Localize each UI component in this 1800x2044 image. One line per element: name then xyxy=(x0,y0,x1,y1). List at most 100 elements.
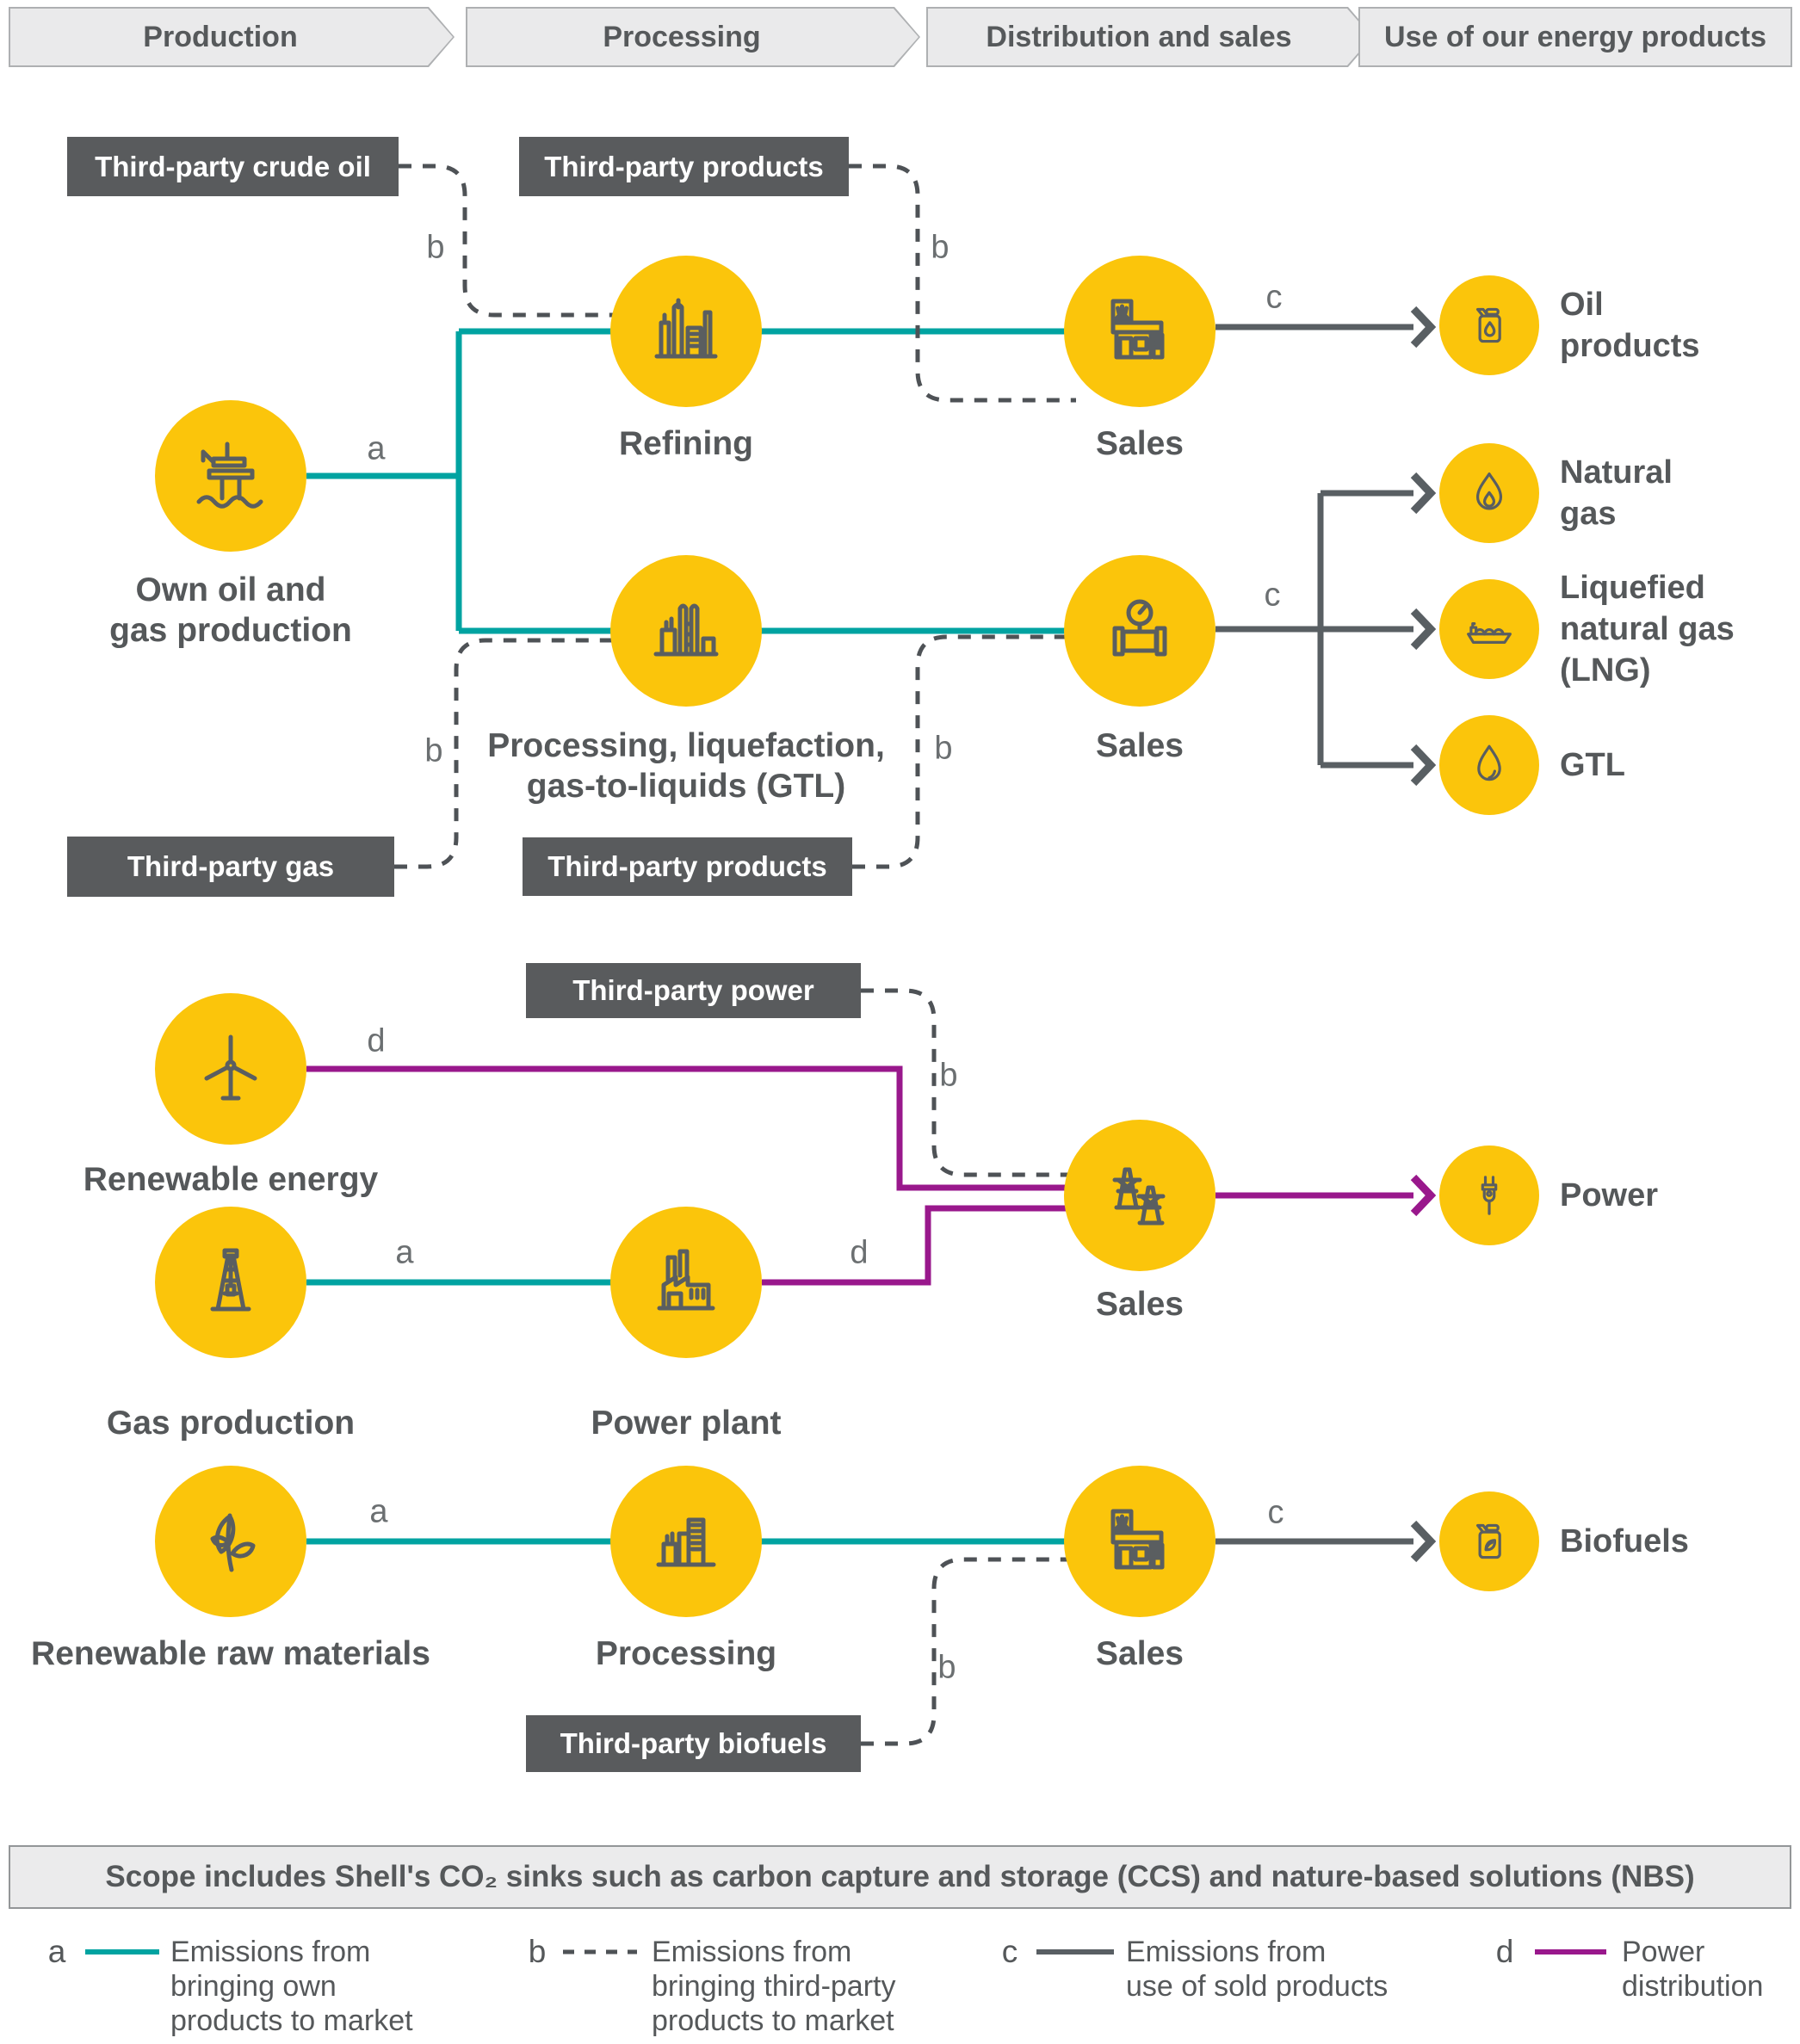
tag-third-party-products-bottom: Third-party products xyxy=(523,837,852,896)
power-plant-label: Power plant xyxy=(591,1405,782,1442)
wind-turbine-icon xyxy=(204,1034,257,1101)
gas-plant-icon xyxy=(653,603,719,657)
bio-sales-label: Sales xyxy=(1096,1635,1184,1672)
node-power-plant xyxy=(610,1207,762,1358)
node-natural-gas xyxy=(1439,443,1539,543)
flow-d-renewable-energy-to-power-sales xyxy=(306,1065,1140,1191)
node-refining xyxy=(610,256,762,407)
node-processing-liquefaction-gtl xyxy=(610,555,762,707)
arrowhead-icon xyxy=(1410,608,1437,651)
fuel-station-icon xyxy=(1110,299,1165,360)
legend-swatch-a xyxy=(85,1949,159,1954)
scope-note-bar: Scope includes Shell's CO₂ sinks such as… xyxy=(9,1845,1791,1909)
tag-third-party-gas: Third-party gas xyxy=(67,837,394,897)
biofuels-label: Biofuels xyxy=(1560,1523,1689,1559)
legend-text-b: Emissions from bringing third-party produc… xyxy=(652,1936,896,2037)
arrowhead-icon xyxy=(1410,472,1437,515)
arrowhead-icon xyxy=(1410,744,1437,787)
flow-letter-d: d xyxy=(367,1022,386,1059)
offshore-platform-icon xyxy=(196,442,263,509)
tag-third-party-products-top: Third-party products xyxy=(519,137,849,196)
leaf-icon xyxy=(210,1513,256,1572)
flow-b-power-to-power-sales xyxy=(861,988,1072,1177)
plug-icon xyxy=(1481,1176,1498,1215)
own-oil-and-gas-production-label: Own oil and gas production xyxy=(109,571,352,649)
flow-letter-d: d xyxy=(850,1234,869,1271)
arrowhead-icon xyxy=(1410,1174,1437,1217)
gauge-valve-icon xyxy=(1112,599,1167,657)
flow-b-products-to-gas-sales xyxy=(852,634,1074,869)
node-bio-sales xyxy=(1064,1466,1215,1617)
legend-letter-d: d xyxy=(1495,1934,1514,1969)
refining-label: Refining xyxy=(619,425,753,462)
node-oil-sales xyxy=(1064,256,1215,407)
renewable-energy-label: Renewable energy xyxy=(83,1161,379,1198)
legend-text-a: Emissions from bringing own products to ma… xyxy=(170,1936,413,2037)
stage-label: Distribution and sales xyxy=(986,20,1292,53)
legend-letter-a: a xyxy=(47,1934,66,1969)
node-gas-production xyxy=(155,1207,306,1358)
lng-label: Liquefied natural gas (LNG) xyxy=(1560,570,1735,689)
legend-letter-b: b xyxy=(528,1934,547,1969)
stage-fill xyxy=(10,9,453,65)
flow-b-crude-to-refining xyxy=(399,164,613,318)
fuel-station-icon xyxy=(1110,1509,1165,1570)
power-sales-label: Sales xyxy=(1096,1286,1184,1323)
oil-sales-label: Sales xyxy=(1096,425,1184,462)
node-gtl xyxy=(1439,715,1539,815)
gas-sales-label: Sales xyxy=(1096,727,1184,764)
droplet-icon xyxy=(1477,744,1501,781)
flow-letter-b: b xyxy=(934,730,953,767)
node-renewable-raw-materials xyxy=(155,1466,306,1617)
flow-letter-b: b xyxy=(424,732,443,769)
flow-b-products-to-oil-sales xyxy=(849,164,1076,403)
refinery-icon xyxy=(654,298,718,359)
bio-processing-icon xyxy=(656,1517,716,1567)
legend-swatch-b xyxy=(563,1949,637,1954)
flow-d-power-plant-to-power-sales xyxy=(762,1205,1140,1286)
flow-letter-b: b xyxy=(931,229,949,266)
natural-gas-label: Natural gas xyxy=(1560,454,1673,532)
node-own-oil-and-gas-production xyxy=(155,400,306,552)
node-renewable-energy xyxy=(155,993,306,1145)
node-power xyxy=(1439,1146,1539,1245)
legend-text-d: Power distribution xyxy=(1622,1936,1764,2003)
pylons-icon xyxy=(1112,1167,1166,1226)
flow-letter-c: c xyxy=(1265,279,1283,316)
power-plant-icon xyxy=(657,1249,715,1311)
stage-fill xyxy=(928,9,1372,65)
tag-third-party-crude-oil: Third-party crude oil xyxy=(67,137,399,196)
stage-fill xyxy=(467,9,919,65)
flow-b-biofuels-to-bio-sales xyxy=(861,1557,1072,1746)
legend-swatch-c xyxy=(1036,1949,1114,1954)
legend-text-c: Emissions from use of sold products xyxy=(1126,1936,1389,2003)
node-power-sales xyxy=(1064,1120,1215,1271)
derrick-icon xyxy=(210,1248,251,1312)
stage-production: Production xyxy=(9,7,455,67)
stage-label: Use of our energy products xyxy=(1384,20,1766,53)
flame-icon xyxy=(1475,472,1503,510)
stage-use-of-our-energy-products: Use of our energy products xyxy=(1358,7,1792,67)
node-bio-processing xyxy=(610,1466,762,1617)
flow-letter-a: a xyxy=(367,430,386,467)
gtl-label: GTL xyxy=(1560,747,1625,783)
stage-label: Production xyxy=(143,20,298,53)
flow-letter-c: c xyxy=(1267,1494,1284,1531)
power-label: Power xyxy=(1560,1177,1659,1213)
jerrycan-oil-icon xyxy=(1475,307,1501,343)
tag-third-party-biofuels: Third-party biofuels xyxy=(526,1715,861,1772)
flow-letter-b: b xyxy=(937,1649,956,1686)
bio-processing-label: Processing xyxy=(595,1635,777,1672)
processing-liquefaction-gtl-label: Processing, liquefaction, gas-to-liquids … xyxy=(487,727,885,805)
flow-letter-b: b xyxy=(426,229,445,266)
lng-ship-icon xyxy=(1467,622,1512,644)
stage-processing: Processing xyxy=(466,7,920,67)
flow-letter-a: a xyxy=(369,1493,388,1530)
flow-letter-a: a xyxy=(395,1234,414,1271)
stage-label: Processing xyxy=(603,20,761,53)
legend-swatch-d xyxy=(1535,1949,1606,1954)
node-lng xyxy=(1439,579,1539,679)
stage-distribution-and-sales: Distribution and sales xyxy=(926,7,1374,67)
arrowhead-icon xyxy=(1410,306,1437,349)
